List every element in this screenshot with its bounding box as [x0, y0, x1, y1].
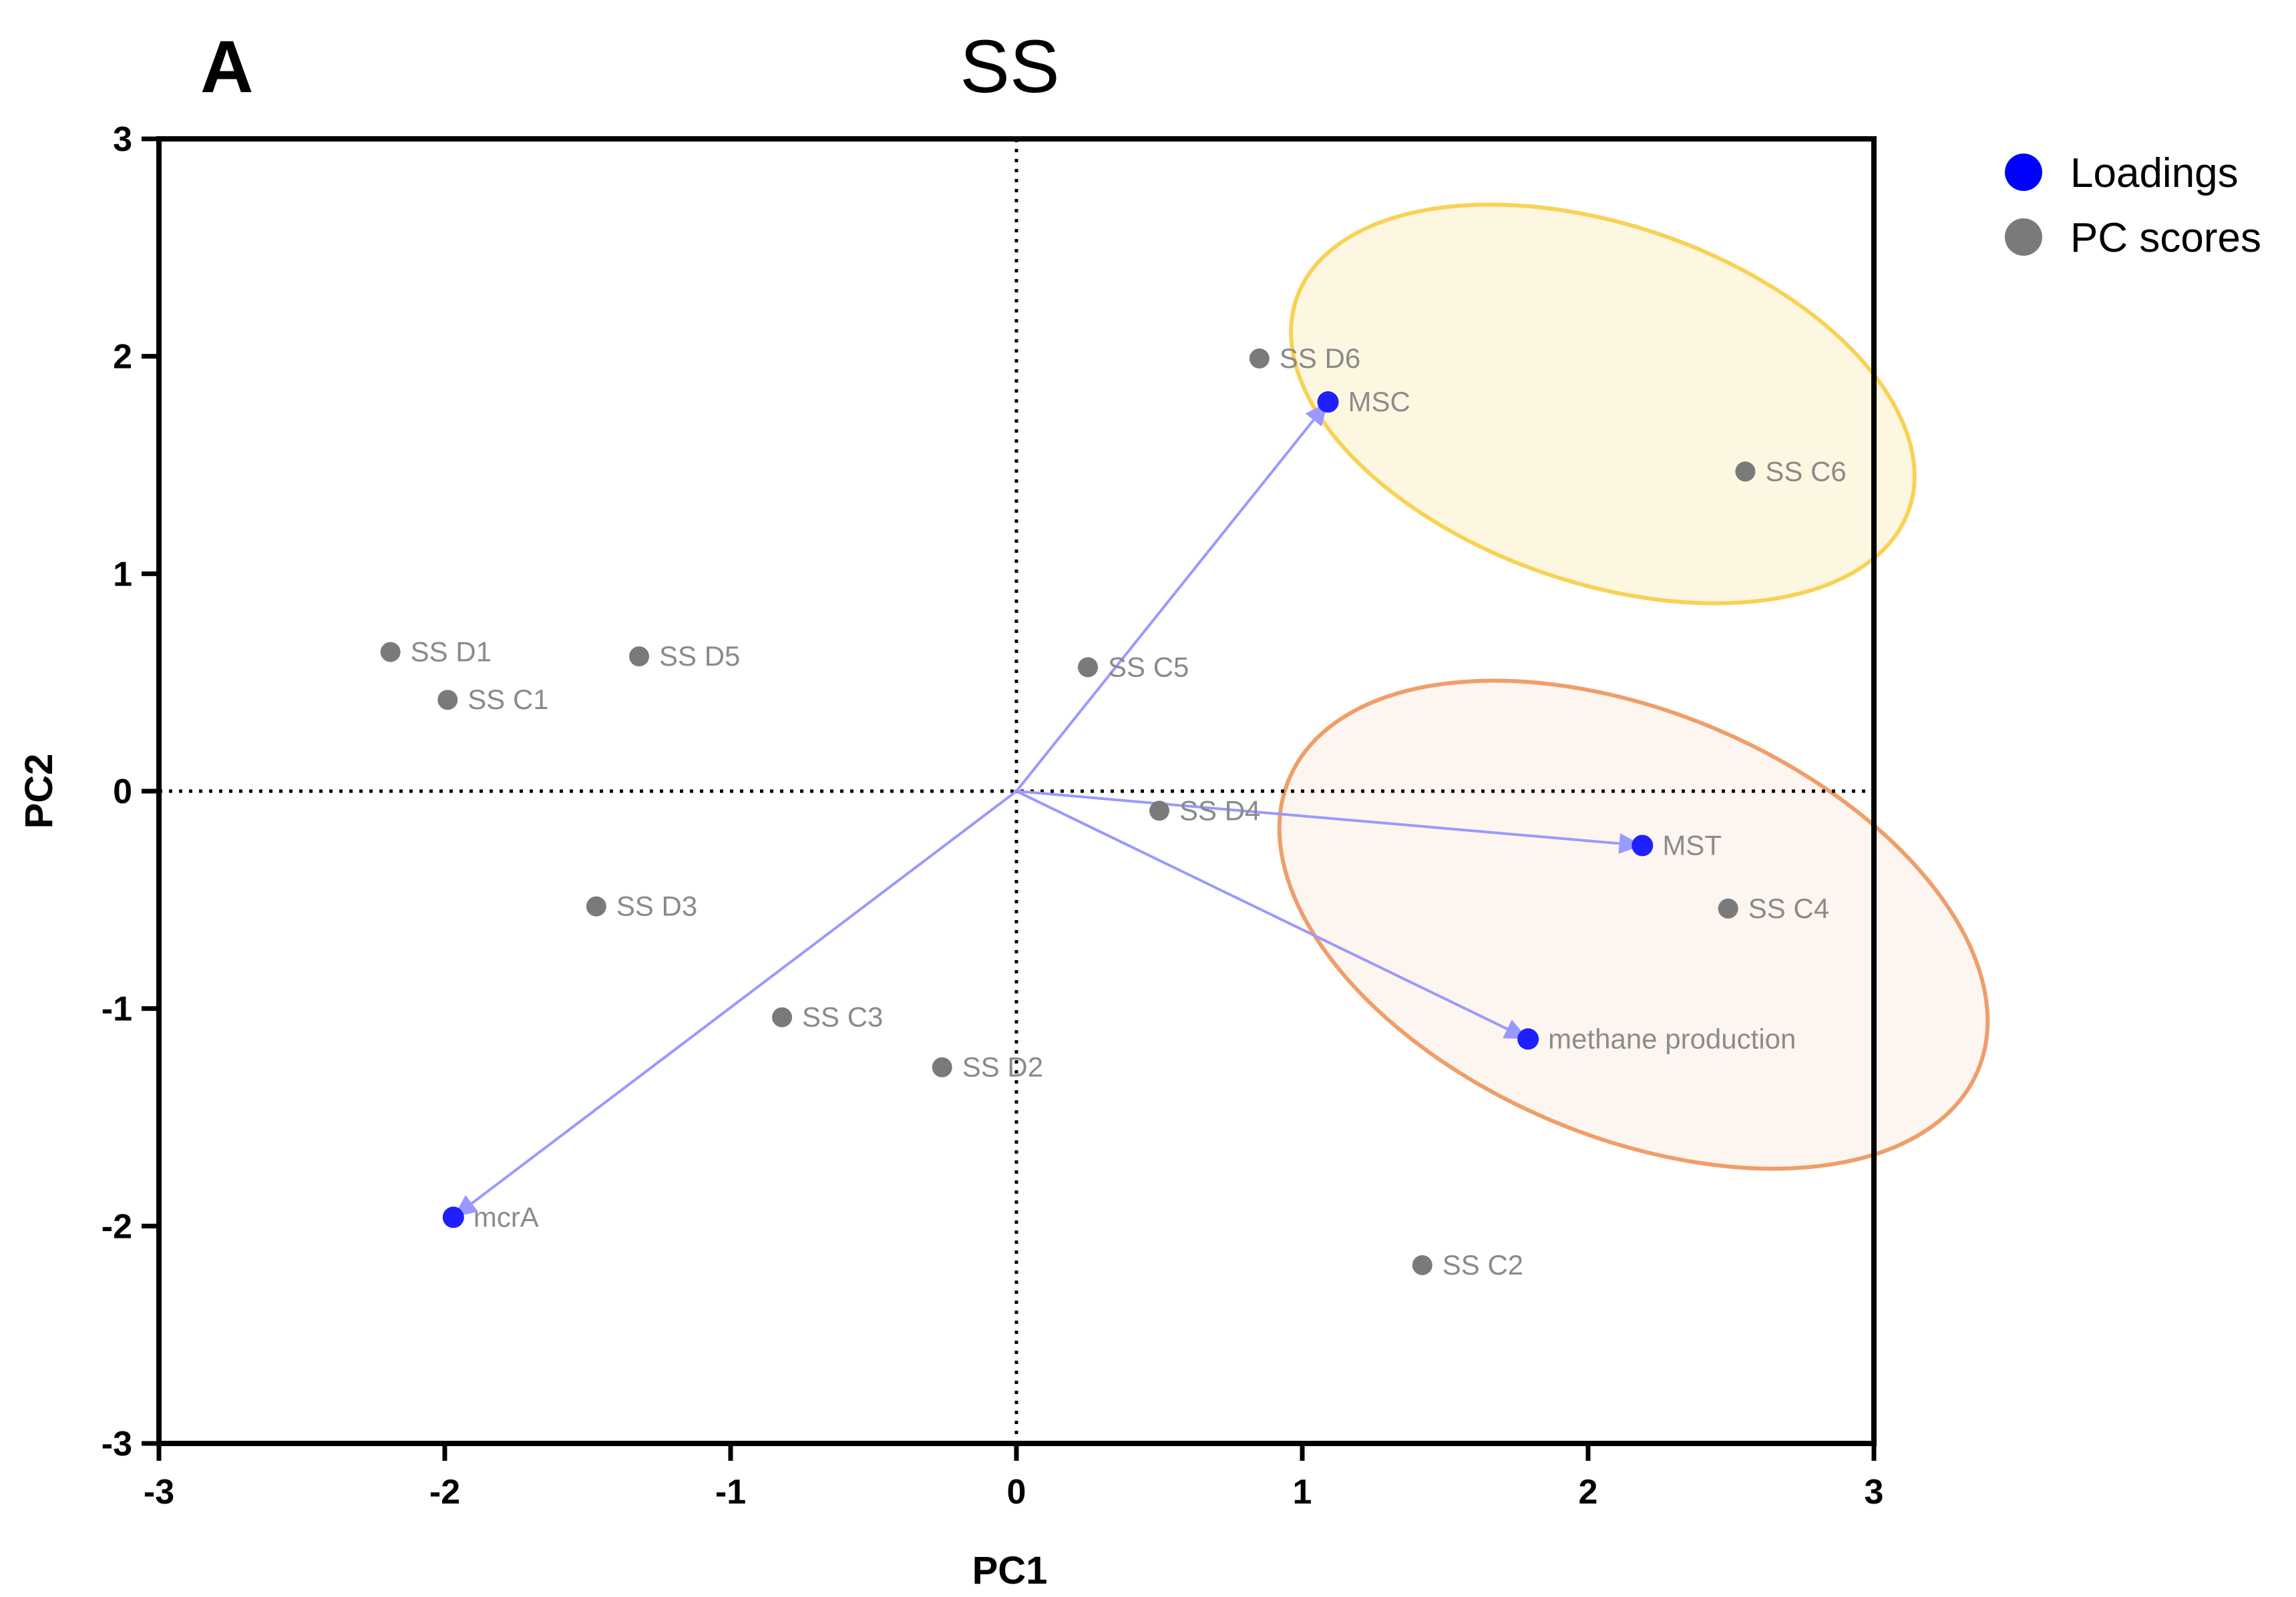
loading-label: MSC — [1348, 386, 1410, 417]
score-label: SS C2 — [1443, 1249, 1523, 1281]
loading-point — [1317, 391, 1339, 413]
score-label: SS C3 — [802, 1001, 883, 1033]
loading-vector — [1015, 401, 1330, 792]
score-point — [586, 896, 606, 917]
score-point — [1735, 461, 1756, 482]
score-point — [380, 642, 401, 662]
legend-label: Loadings — [2070, 150, 2239, 196]
score-label: SS C1 — [467, 684, 548, 715]
x-tick-label: 3 — [1865, 1473, 1884, 1512]
vector-arrowhead — [1618, 833, 1643, 854]
score-point — [1249, 348, 1270, 369]
y-tick-label: 1 — [113, 555, 132, 594]
y-tick-label: -3 — [102, 1425, 132, 1463]
loading-vector — [452, 790, 1018, 1218]
legend-label: PC scores — [2070, 215, 2261, 261]
score-point — [932, 1057, 952, 1078]
y-tick-label: -1 — [102, 990, 132, 1029]
legend: Loadings PC scores — [2005, 150, 2261, 261]
score-point — [1718, 898, 1738, 919]
x-axis-label: PC1 — [972, 1549, 1048, 1592]
loading-label: mcrA — [473, 1201, 539, 1232]
x-tick-label: -2 — [429, 1473, 460, 1512]
score-label: SS D3 — [616, 891, 697, 922]
loading-point — [442, 1206, 464, 1228]
chart-title: SS — [960, 25, 1059, 108]
y-tick-label: -2 — [102, 1207, 132, 1246]
score-label: SS D5 — [659, 640, 740, 672]
y-tick-label: 2 — [113, 338, 132, 377]
y-axis-label: PC2 — [17, 754, 61, 829]
y-tick-label: 3 — [113, 120, 132, 159]
loading-label: methane production — [1548, 1023, 1796, 1054]
legend-marker — [2005, 218, 2042, 256]
score-point — [1078, 657, 1098, 678]
score-label: SS D2 — [962, 1052, 1043, 1083]
x-tick-label: 2 — [1579, 1473, 1598, 1512]
legend-marker — [2005, 154, 2042, 191]
score-point — [437, 690, 458, 710]
yellow-cluster-ellipse — [1289, 202, 1917, 606]
loading-point — [1632, 835, 1654, 857]
loading-point — [1517, 1028, 1539, 1050]
score-point — [772, 1007, 793, 1028]
score-label: SS D6 — [1280, 343, 1360, 374]
score-point — [1149, 801, 1169, 821]
x-tick-label: -3 — [144, 1473, 174, 1512]
y-tick-label: 0 — [113, 772, 132, 811]
score-point — [629, 646, 650, 667]
x-tick-label: 1 — [1293, 1473, 1312, 1512]
panel-label: A — [200, 26, 253, 108]
score-label: SS D1 — [411, 636, 492, 668]
loading-label: MST — [1662, 829, 1722, 861]
score-point — [1412, 1254, 1432, 1275]
score-label: SS C4 — [1748, 893, 1829, 924]
orange-cluster-ellipse — [1277, 678, 1990, 1171]
x-tick-label: 0 — [1007, 1473, 1026, 1512]
loading-vector — [1016, 790, 1643, 854]
score-label: SS C5 — [1108, 651, 1189, 682]
x-tick-label: -1 — [715, 1473, 746, 1512]
score-label: SS C6 — [1765, 455, 1846, 487]
score-label: SS D4 — [1179, 794, 1260, 826]
